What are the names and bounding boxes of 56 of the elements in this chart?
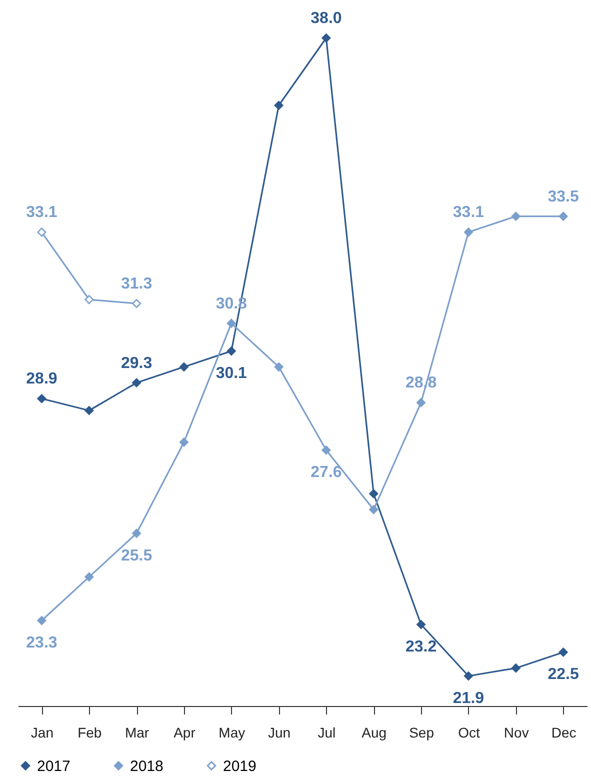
x-tick-label: Mar xyxy=(124,724,150,740)
point xyxy=(369,505,378,514)
point xyxy=(558,648,568,657)
x-tick-label: Jul xyxy=(318,724,336,740)
point xyxy=(179,362,188,372)
x-tick-label: Jun xyxy=(268,724,291,740)
point xyxy=(84,572,94,582)
data-label: 27.6 xyxy=(310,464,342,482)
legend-label: 2017 xyxy=(37,758,70,775)
data-label: 33.5 xyxy=(548,188,579,206)
point xyxy=(464,228,473,237)
x-tick-label: Aug xyxy=(362,724,387,740)
point xyxy=(464,671,473,681)
data-label: 21.9 xyxy=(452,690,484,707)
data-label: 33.1 xyxy=(26,204,58,222)
data-label: 33.1 xyxy=(452,204,484,222)
data-label: 23.3 xyxy=(26,634,58,652)
data-label: 28.9 xyxy=(26,370,58,388)
x-tick-label: Nov xyxy=(504,724,529,740)
point xyxy=(274,362,284,372)
data-label: 25.5 xyxy=(120,547,152,564)
data-label: 30.1 xyxy=(216,365,248,382)
x-tick-label: Sep xyxy=(409,724,434,740)
point xyxy=(37,394,46,404)
point xyxy=(37,228,46,237)
point xyxy=(322,446,331,455)
x-tick-label: Apr xyxy=(174,724,196,740)
point xyxy=(322,33,331,43)
point xyxy=(416,398,426,408)
data-label: 22.5 xyxy=(548,666,579,684)
point xyxy=(226,346,236,356)
point xyxy=(416,620,426,630)
point xyxy=(84,295,94,304)
x-tick-label: May xyxy=(218,724,246,740)
x-tick-label: Feb xyxy=(78,724,102,740)
point xyxy=(558,212,568,221)
point xyxy=(132,298,142,308)
x-tick-label: Jan xyxy=(30,724,54,740)
data-label: 29.3 xyxy=(120,354,152,372)
point xyxy=(369,489,378,498)
point xyxy=(37,616,46,626)
point xyxy=(84,406,94,416)
point xyxy=(511,664,520,673)
point xyxy=(511,212,520,221)
point xyxy=(226,318,236,328)
data-label: 38.0 xyxy=(310,10,342,27)
legend-label: 2019 xyxy=(223,758,256,775)
point xyxy=(274,100,284,110)
point xyxy=(179,438,188,447)
point xyxy=(132,528,142,538)
legend-label: 2018 xyxy=(130,758,164,775)
data-label: 31.3 xyxy=(120,276,152,293)
x-tick-label: Dec xyxy=(551,724,576,740)
data-label: 23.2 xyxy=(405,638,437,656)
x-tick-label: Oct xyxy=(458,724,480,740)
point xyxy=(132,378,142,388)
